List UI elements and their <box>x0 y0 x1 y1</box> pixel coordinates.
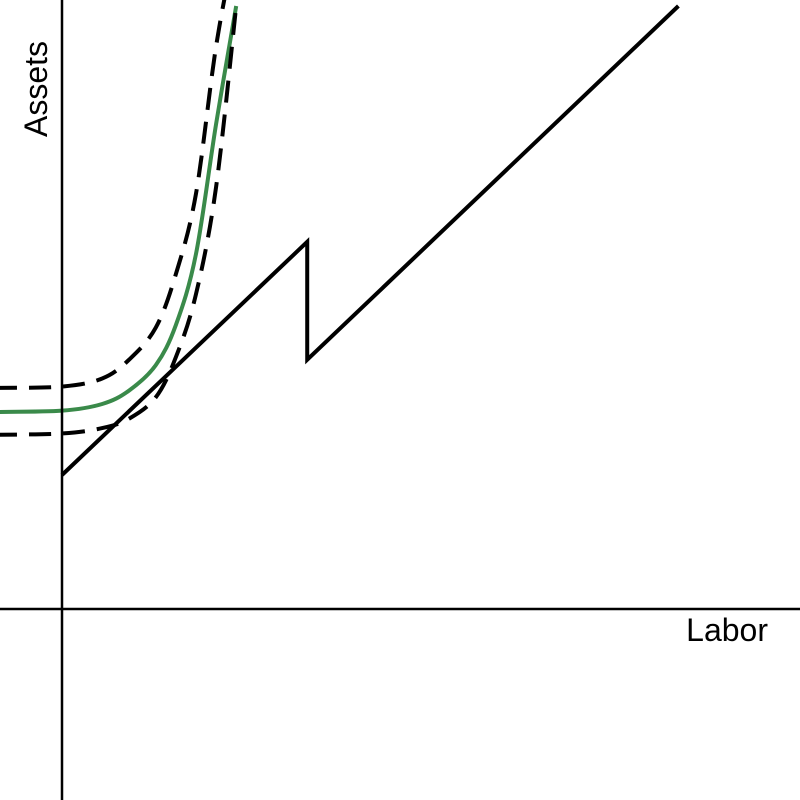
upper-bound-dashed-curve <box>0 0 227 390</box>
curves-layer <box>0 0 680 477</box>
budget-constraint-line <box>60 4 680 477</box>
indifference-curve <box>0 5 239 414</box>
lower-bound-dashed-curve <box>0 5 239 437</box>
x-axis-label: Labor <box>686 612 768 648</box>
y-axis-label: Assets <box>18 41 54 137</box>
